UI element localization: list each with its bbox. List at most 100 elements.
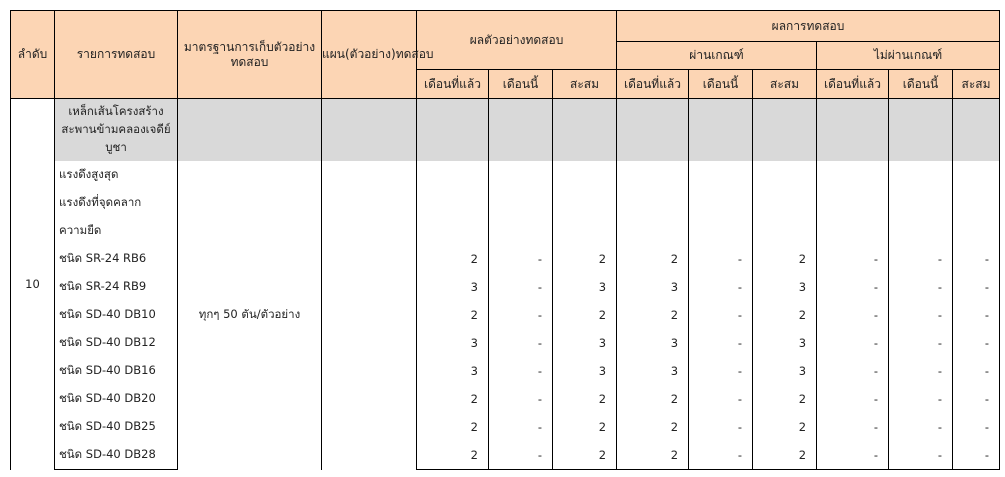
value-cell: - (816, 413, 890, 441)
value-cell: - (952, 245, 1001, 273)
table-row: แรงดึงสูงสุด ทุกๆ 50 ตัน/ตัวอย่าง (11, 161, 1001, 470)
value-cell: - (952, 441, 1001, 470)
value-cell: - (888, 385, 954, 413)
value-cell: - (888, 245, 954, 273)
value-cell: - (888, 413, 954, 441)
test-item: ชนิด SD-40 DB12 (54, 329, 178, 357)
header-last-month: เดือนที่แล้ว (816, 69, 890, 99)
test-results-table: ลำดับ รายการทดสอบ มาตรฐานการเก็บตัวอย่าง… (10, 10, 1001, 470)
value-cell: - (816, 329, 890, 357)
value-cell: - (952, 385, 1001, 413)
table-row: ชนิด SD-40 DB28 2-2 2-2- - - (11, 441, 1001, 470)
value-cell: - (688, 273, 754, 301)
value-cell: 3 (752, 357, 818, 385)
value-cell: - (952, 273, 1001, 301)
value-cell: 2 (616, 301, 690, 329)
value-cell (816, 189, 890, 217)
value-cell: 2 (752, 245, 818, 273)
value-cell: - (688, 301, 754, 329)
value-cell: - (688, 357, 754, 385)
value-cell: 3 (752, 273, 818, 301)
table-row: แรงดึงที่จุดคลาก (11, 189, 1001, 217)
value-cell (416, 217, 489, 245)
test-item: แรงดึงที่จุดคลาก (54, 189, 178, 217)
value-cell: 2 (752, 301, 818, 329)
value-cell: - (688, 441, 754, 470)
header-no: ลำดับ (10, 10, 55, 99)
header-last-month: เดือนที่แล้ว (416, 69, 489, 99)
value-cell (488, 217, 553, 245)
header-cumulative: สะสม (952, 69, 1001, 99)
value-cell: - (488, 413, 553, 441)
value-cell (551, 189, 618, 217)
value-cell: - (888, 273, 954, 301)
value-cell (616, 161, 690, 189)
value-cell (688, 217, 754, 245)
value-cell (488, 161, 553, 189)
value-cell (688, 189, 754, 217)
test-item: ชนิด SD-40 DB10 (54, 301, 178, 329)
value-cell: - (888, 301, 954, 329)
value-cell: 2 (616, 245, 690, 273)
value-cell: 2 (616, 385, 690, 413)
table-row: ชนิด SD-40 DB12 3-3 3-3- - - (11, 329, 1001, 357)
value-cell: - (888, 441, 954, 470)
value-cell (688, 161, 754, 189)
row-number: 10 (10, 98, 55, 470)
value-cell: - (688, 245, 754, 273)
value-cell (752, 217, 818, 245)
value-cell (416, 189, 489, 217)
value-cell: - (816, 441, 890, 470)
value-cell: 3 (416, 329, 489, 357)
test-item: ชนิด SR-24 RB9 (54, 273, 178, 301)
header-standard: มาตรฐานการเก็บตัวอย่างทดสอบ (177, 10, 322, 99)
header-this-month: เดือนนี้ (888, 69, 954, 99)
value-cell (752, 161, 818, 189)
value-cell: 2 (752, 385, 818, 413)
value-cell (952, 189, 1001, 217)
value-cell: 2 (416, 245, 489, 273)
header-pass: ผ่านเกณฑ์ (616, 41, 818, 70)
value-cell: 2 (616, 413, 690, 441)
value-cell (752, 189, 818, 217)
value-cell: - (952, 413, 1001, 441)
value-cell: 2 (551, 301, 618, 329)
group-row: 10 เหล็กเส้นโครงสร้างสะพานข้ามคลองเจดีย์… (10, 98, 1001, 470)
value-cell: - (816, 245, 890, 273)
value-cell: 3 (752, 329, 818, 357)
header-cumulative: สะสม (551, 69, 618, 99)
value-cell: 3 (616, 329, 690, 357)
test-item: ชนิด SR-24 RB6 (54, 245, 178, 273)
table-row: ชนิด SD-40 DB10 2-2 2-2- - - (11, 301, 1001, 329)
value-cell: 3 (616, 273, 690, 301)
value-cell: 2 (752, 441, 818, 470)
test-item: ความยืด (54, 217, 178, 245)
value-cell: - (952, 357, 1001, 385)
value-cell: - (952, 301, 1001, 329)
value-cell: - (688, 413, 754, 441)
value-cell: 3 (616, 357, 690, 385)
value-cell: 2 (551, 441, 618, 470)
table-row: ชนิด SD-40 DB20 2-2 2-2- - - (11, 385, 1001, 413)
table-row: ชนิด SR-24 RB9 3-3 3-3- - - (11, 273, 1001, 301)
value-cell: 2 (752, 413, 818, 441)
header-this-month: เดือนนี้ (488, 69, 553, 99)
header-fail: ไม่ผ่านเกณฑ์ (816, 41, 1001, 70)
standard-value: ทุกๆ 50 ตัน/ตัวอย่าง (177, 161, 322, 470)
value-cell: - (488, 245, 553, 273)
value-cell: 3 (416, 357, 489, 385)
table-row: ชนิด SD-40 DB25 2-2 2-2- - - (11, 413, 1001, 441)
value-cell: 2 (616, 441, 690, 470)
value-cell (888, 189, 954, 217)
test-item: แรงดึงสูงสุด (54, 161, 178, 189)
value-cell (551, 161, 618, 189)
value-cell (952, 161, 1001, 189)
value-cell (551, 217, 618, 245)
value-cell (816, 161, 890, 189)
value-cell (616, 217, 690, 245)
value-cell (488, 189, 553, 217)
value-cell: - (816, 301, 890, 329)
header-sample-result: ผลตัวอย่างทดสอบ (415, 10, 618, 70)
table-row: ชนิด SR-24 RB6 2-2 2-2- - - (11, 245, 1001, 273)
value-cell (952, 217, 1001, 245)
